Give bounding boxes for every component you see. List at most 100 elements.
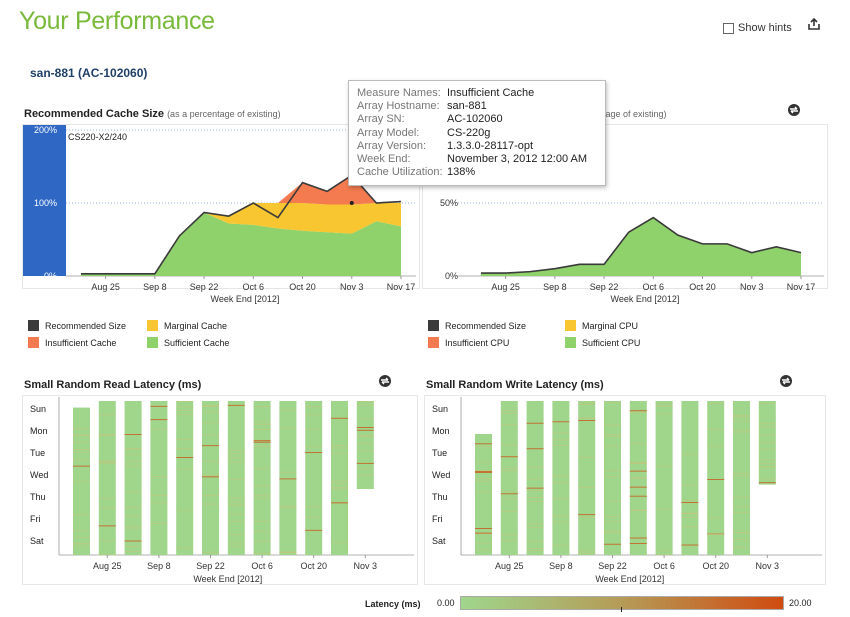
heat-line — [655, 403, 673, 405]
heat-line — [124, 506, 142, 508]
x-tick-label: Aug 25 — [495, 561, 524, 571]
heat-line — [253, 485, 271, 487]
tooltip-value: November 3, 2012 12:00 AM — [447, 153, 588, 166]
heat-line — [98, 433, 116, 435]
write-latency-heatmap[interactable]: Sun Mon Tue Wed Thu Fri Sat Aug 25 Sep 8 Sep 22 Oc… — [424, 395, 826, 585]
heat-line — [202, 474, 219, 476]
heat-line — [733, 416, 750, 418]
latency-max: 20.00 — [789, 598, 812, 608]
heat-line — [733, 431, 750, 433]
heat-cell — [707, 401, 725, 555]
tooltip-row: Cache Utilization: 138% — [357, 166, 597, 179]
swap-view-icon[interactable] — [787, 103, 801, 117]
heat-line — [98, 460, 116, 462]
heat-line — [331, 502, 348, 504]
heat-cell — [526, 401, 544, 555]
y-tick-label: Thu — [30, 492, 46, 502]
heat-line — [629, 477, 647, 479]
heat-line — [305, 413, 323, 415]
heat-line — [150, 494, 168, 496]
heatmap-column — [227, 401, 245, 555]
heat-line — [681, 513, 699, 514]
heat-line — [604, 470, 621, 472]
tooltip-key: Array Version: — [357, 139, 427, 152]
heatmap-column — [681, 401, 699, 555]
heatmap-column — [98, 401, 116, 556]
heat-line — [552, 421, 570, 423]
heat-line — [707, 517, 725, 519]
heat-line — [331, 453, 348, 455]
heat-line — [253, 552, 271, 554]
export-icon[interactable] — [807, 17, 821, 31]
heatmap-column — [176, 401, 194, 555]
heat-line — [475, 472, 492, 473]
heat-line — [758, 448, 776, 450]
heat-line — [578, 514, 596, 516]
array-title: san-881 (AC-102060) — [30, 66, 148, 80]
heat-cell — [655, 401, 673, 555]
x-tick-label: Oct 20 — [289, 282, 316, 292]
checkbox-box[interactable] — [723, 22, 734, 34]
show-hints-checkbox[interactable]: Show hints — [723, 22, 792, 34]
heat-line — [475, 542, 492, 544]
heat-line — [227, 501, 245, 503]
heat-line — [253, 494, 271, 496]
swap-view-icon[interactable] — [378, 374, 392, 388]
heat-line — [98, 507, 116, 509]
heat-line — [73, 435, 90, 436]
area-marginal-cache — [81, 203, 401, 274]
legend-recommended: Recommended Size — [28, 320, 126, 331]
existing-bar — [23, 125, 66, 276]
legend-swatch — [565, 320, 576, 331]
y-tick-label: Sat — [30, 536, 44, 546]
legend-marginal: Marginal CPU — [565, 320, 638, 331]
heat-line — [629, 509, 647, 511]
page-title: Your Performance — [19, 7, 215, 35]
heat-line — [681, 516, 699, 518]
read-latency-title: Small Random Read Latency (ms) — [24, 379, 202, 391]
heat-line — [124, 465, 142, 467]
read-latency-heatmap[interactable]: Sun Mon Tue Wed Thu Fri Sat Aug 25 Sep 8 Sep 22 Oc… — [22, 395, 418, 585]
heat-line — [500, 410, 518, 411]
swap-view-icon[interactable] — [779, 374, 793, 388]
legend-marginal: Marginal Cache — [147, 320, 227, 331]
heat-line — [475, 471, 492, 472]
tooltip-row: Array SN: AC-102060 — [357, 113, 597, 126]
y-tick-label: 50% — [440, 198, 458, 208]
heat-line — [98, 540, 116, 542]
heat-line — [73, 481, 90, 483]
y-tick-label: Tue — [30, 448, 45, 458]
heat-line — [500, 493, 518, 495]
heat-line — [552, 545, 570, 547]
heat-line — [604, 500, 621, 502]
heat-line — [475, 528, 492, 529]
tooltip-value: CS-220g — [447, 126, 491, 139]
heat-line — [733, 539, 750, 540]
heat-line — [176, 401, 194, 403]
heat-line — [98, 525, 116, 527]
heat-line — [604, 434, 621, 435]
heat-line — [124, 540, 142, 542]
heat-line — [629, 410, 647, 412]
heatmap-column — [124, 401, 142, 555]
heat-line — [73, 459, 90, 461]
heat-line — [629, 411, 647, 413]
tooltip-value: 1.3.3.0-28117-opt — [447, 139, 534, 152]
heat-line — [733, 497, 750, 499]
heat-line — [227, 513, 245, 515]
heat-line — [150, 419, 168, 421]
heat-line — [253, 429, 271, 430]
heat-line — [124, 515, 142, 517]
heat-line — [526, 541, 544, 542]
heat-line — [733, 532, 750, 534]
heat-line — [655, 413, 673, 415]
heat-line — [279, 552, 297, 554]
heat-line — [655, 405, 673, 407]
heat-line — [227, 461, 245, 463]
y-tick-label: 0% — [44, 271, 57, 281]
heat-line — [202, 405, 219, 406]
heat-line — [356, 443, 374, 444]
heat-line — [578, 402, 596, 404]
x-tick-label: Oct 20 — [702, 561, 729, 571]
heatmap-column — [356, 401, 374, 489]
